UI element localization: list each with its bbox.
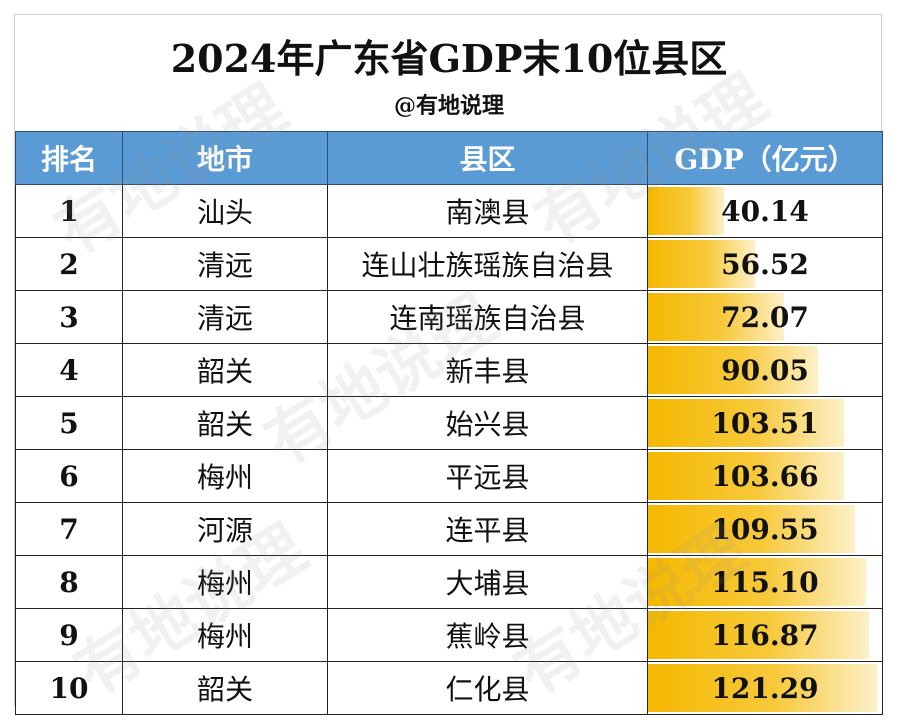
- rank-cell: 4: [15, 343, 123, 397]
- gdp-cell: 103.51: [647, 396, 883, 450]
- gdp-bar: [648, 664, 878, 712]
- rank-cell: 8: [15, 555, 123, 609]
- city-cell: 韶关: [122, 396, 328, 450]
- table-row: 2 清远 连山壮族瑶族自治县 56.52: [15, 237, 883, 291]
- gdp-value: 56.52: [721, 247, 809, 281]
- header-rank: 排名: [15, 131, 123, 185]
- rank-cell: 6: [15, 449, 123, 503]
- table-row: 5 韶关 始兴县 103.51: [15, 396, 883, 450]
- gdp-value: 109.55: [711, 512, 819, 546]
- gdp-cell: 72.07: [647, 290, 883, 344]
- county-cell: 仁化县: [327, 661, 648, 715]
- gdp-bar: [648, 346, 819, 394]
- county-cell: 连平县: [327, 502, 648, 556]
- city-cell: 清远: [122, 237, 328, 291]
- author-handle: @有地说理: [393, 93, 504, 119]
- city-cell: 韶关: [122, 661, 328, 715]
- gdp-bar: [648, 452, 844, 500]
- gdp-value: 40.14: [721, 194, 809, 228]
- gdp-cell: 109.55: [647, 502, 883, 556]
- rank-cell: 2: [15, 237, 123, 291]
- rank-cell: 1: [15, 184, 123, 238]
- gdp-cell: 115.10: [647, 555, 883, 609]
- city-cell: 汕头: [122, 184, 328, 238]
- gdp-value: 90.05: [721, 353, 809, 387]
- table-row: 9 梅州 蕉岭县 116.87: [15, 608, 883, 662]
- city-cell: 梅州: [122, 449, 328, 503]
- gdp-table: 排名 地市 县区 GDP（亿元） 1 汕头 南澳县 40.14 2 清远 连山壮族瑶族自治县…: [15, 131, 883, 715]
- city-cell: 清远: [122, 290, 328, 344]
- county-cell: 大埔县: [327, 555, 648, 609]
- table-row: 3 清远 连南瑶族自治县 72.07: [15, 290, 883, 344]
- gdp-cell: 90.05: [647, 343, 883, 397]
- gdp-value: 121.29: [711, 671, 819, 705]
- rank-cell: 3: [15, 290, 123, 344]
- gdp-bar: [648, 187, 724, 235]
- gdp-bar: [648, 293, 785, 341]
- table-row: 1 汕头 南澳县 40.14: [15, 184, 883, 238]
- gdp-cell: 116.87: [647, 608, 883, 662]
- rank-cell: 9: [15, 608, 123, 662]
- table-row: 6 梅州 平远县 103.66: [15, 449, 883, 503]
- table-row: 4 韶关 新丰县 90.05: [15, 343, 883, 397]
- header-row: 排名 地市 县区 GDP（亿元）: [15, 131, 883, 185]
- table-row: 7 河源 连平县 109.55: [15, 502, 883, 556]
- page-title: 2024年广东省GDP末10位县区: [170, 36, 728, 81]
- rank-cell: 10: [15, 661, 123, 715]
- gdp-value: 72.07: [721, 300, 809, 334]
- rank-cell: 5: [15, 396, 123, 450]
- county-cell: 平远县: [327, 449, 648, 503]
- city-cell: 河源: [122, 502, 328, 556]
- gdp-cell: 56.52: [647, 237, 883, 291]
- gdp-bar: [648, 399, 844, 447]
- gdp-value: 103.51: [711, 406, 819, 440]
- county-cell: 连山壮族瑶族自治县: [327, 237, 648, 291]
- city-cell: 梅州: [122, 555, 328, 609]
- county-cell: 始兴县: [327, 396, 648, 450]
- county-cell: 连南瑶族自治县: [327, 290, 648, 344]
- city-cell: 韶关: [122, 343, 328, 397]
- county-cell: 南澳县: [327, 184, 648, 238]
- county-cell: 蕉岭县: [327, 608, 648, 662]
- city-cell: 梅州: [122, 608, 328, 662]
- table-row: 10 韶关 仁化县 121.29: [15, 661, 883, 715]
- gdp-bar: [648, 505, 856, 553]
- gdp-bar: [648, 240, 755, 288]
- header-county: 县区: [327, 131, 648, 185]
- rank-cell: 7: [15, 502, 123, 556]
- gdp-bar: [648, 558, 866, 606]
- header-city: 地市: [122, 131, 328, 185]
- gdp-cell: 121.29: [647, 661, 883, 715]
- gdp-cell: 103.66: [647, 449, 883, 503]
- gdp-cell: 40.14: [647, 184, 883, 238]
- gdp-value: 115.10: [711, 565, 819, 599]
- gdp-value: 116.87: [711, 618, 819, 652]
- table-row: 8 梅州 大埔县 115.10: [15, 555, 883, 609]
- gdp-value: 103.66: [711, 459, 819, 493]
- county-cell: 新丰县: [327, 343, 648, 397]
- header-gdp: GDP（亿元）: [647, 131, 883, 185]
- gdp-bar: [648, 611, 869, 659]
